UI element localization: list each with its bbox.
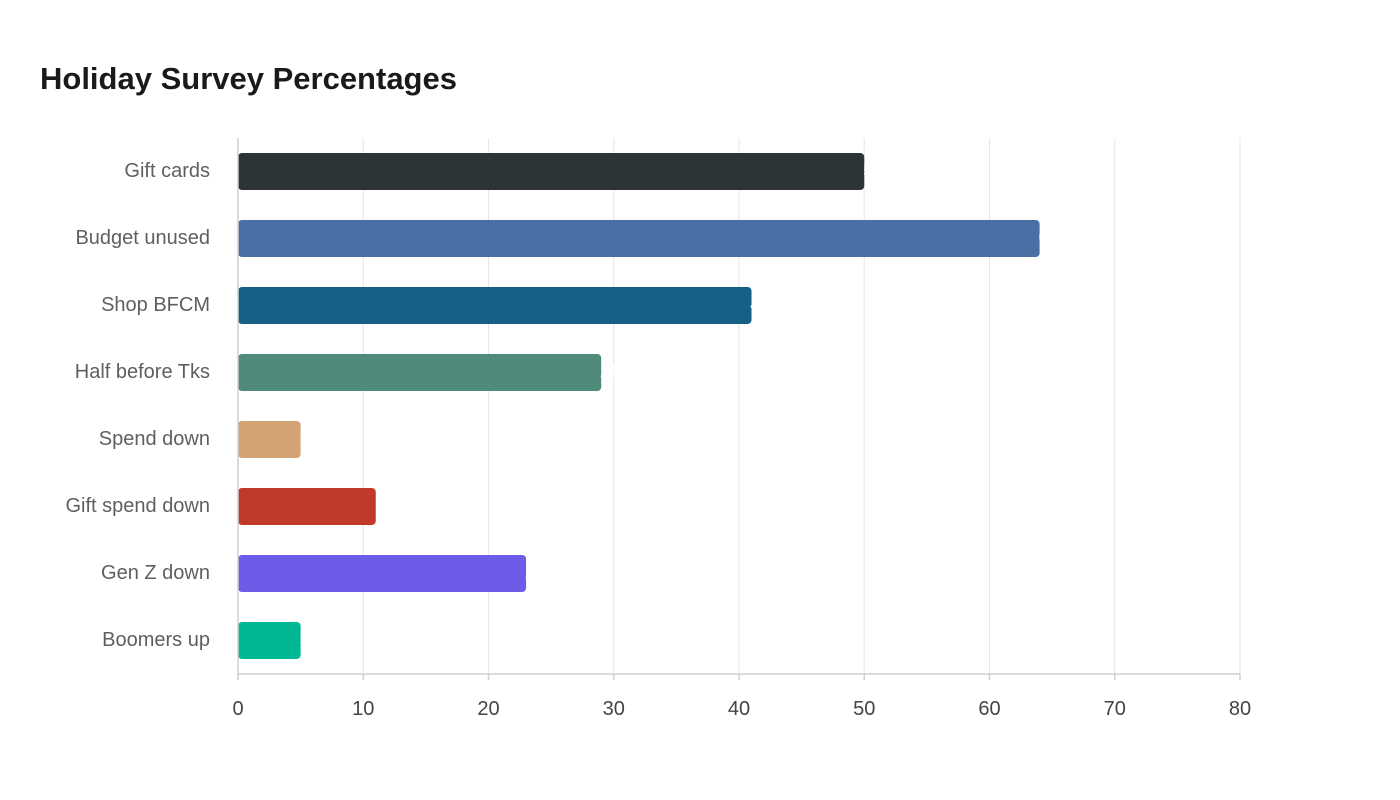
- x-tick-label-7: 70: [1104, 698, 1126, 720]
- x-tick-label-3: 30: [603, 698, 625, 720]
- data-label-7: 5: [300, 629, 310, 649]
- category-label-1: Budget unused: [75, 227, 210, 249]
- x-tick-label-2: 20: [477, 698, 499, 720]
- bar-2: [238, 287, 752, 324]
- data-label-2: 41: [751, 294, 771, 314]
- category-label-6: Gen Z down: [101, 562, 210, 584]
- data-label-4: 5: [300, 428, 310, 448]
- data-label-3: 29: [600, 361, 620, 381]
- bar-4: [238, 421, 301, 458]
- x-tick-label-8: 80: [1229, 698, 1251, 720]
- category-label-3: Half before Tks: [75, 361, 210, 383]
- x-tick-label-4: 40: [728, 698, 750, 720]
- category-label-2: Shop BFCM: [101, 294, 210, 316]
- data-label-1: 64: [1039, 227, 1059, 247]
- x-tick-label-6: 60: [978, 698, 1000, 720]
- category-label-4: Spend down: [99, 428, 210, 450]
- category-label-0: Gift cards: [124, 160, 210, 182]
- bar-6: [238, 555, 527, 592]
- x-tick-label-1: 10: [352, 698, 374, 720]
- x-tick-label-5: 50: [853, 698, 875, 720]
- chart-title: Holiday Survey Percentages: [40, 61, 457, 96]
- category-label-5: Gift spend down: [65, 495, 210, 517]
- bar-3: [238, 354, 602, 391]
- data-label-5: 11: [375, 495, 394, 515]
- data-label-6: 23: [525, 562, 545, 582]
- bar-0: [238, 153, 865, 190]
- category-label-7: Boomers up: [102, 629, 210, 651]
- bar-1: [238, 220, 1040, 257]
- bar-7: [238, 622, 301, 659]
- x-tick-label-0: 0: [232, 698, 243, 720]
- data-label-0: 50: [863, 160, 883, 180]
- bar-5: [238, 488, 376, 525]
